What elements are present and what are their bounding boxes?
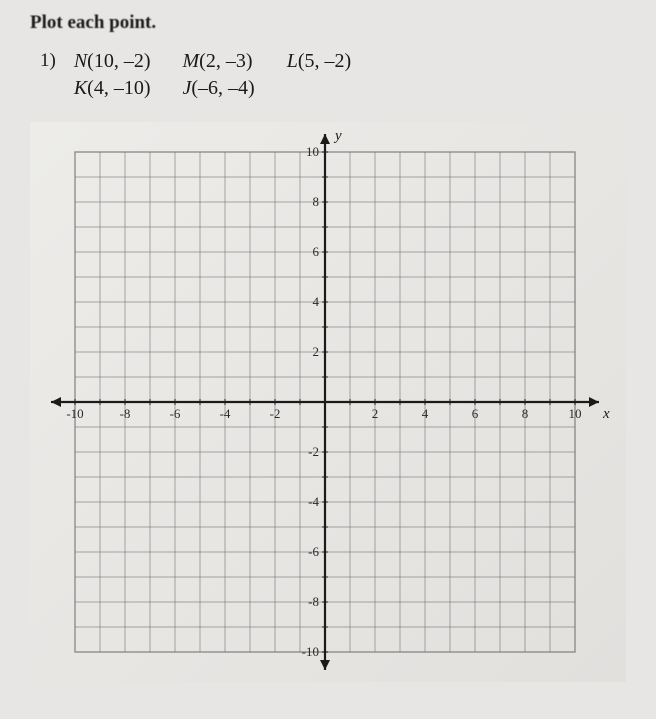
points-list: N(10, –2) M(2, –3) L(5, –2) K(4, –10) J(…	[74, 50, 351, 100]
svg-text:10: 10	[569, 406, 582, 421]
coordinate-plane: -10 -8 -6 -4 -2 2 4 6 8 10 10 8 6 4 2 -2 -4 -6 -8 -10 x y	[30, 122, 626, 682]
svg-text:y: y	[333, 128, 342, 144]
svg-text:-2: -2	[308, 444, 319, 459]
instruction-heading: Plot each point.	[30, 12, 626, 34]
svg-text:-4: -4	[220, 406, 231, 421]
svg-text:-8: -8	[308, 594, 319, 609]
svg-text:4: 4	[313, 294, 320, 309]
svg-text:2: 2	[313, 344, 320, 359]
svg-text:-10: -10	[302, 644, 319, 659]
svg-text:6: 6	[313, 244, 320, 259]
point-J: J(–6, –4)	[183, 77, 255, 100]
problem-number: 1)	[40, 50, 56, 72]
svg-text:x: x	[602, 406, 610, 422]
svg-text:-4: -4	[308, 494, 319, 509]
svg-text:4: 4	[422, 406, 429, 421]
svg-text:-10: -10	[66, 406, 83, 421]
svg-text:-6: -6	[170, 406, 181, 421]
svg-text:-2: -2	[270, 406, 281, 421]
svg-text:6: 6	[472, 406, 479, 421]
point-N: N(10, –2)	[74, 50, 151, 73]
coordinate-plane-container: -10 -8 -6 -4 -2 2 4 6 8 10 10 8 6 4 2 -2 -4 -6 -8 -10 x y	[30, 122, 626, 682]
problem-row: 1) N(10, –2) M(2, –3) L(5, –2) K(4, –10)…	[40, 50, 626, 100]
point-K: K(4, –10)	[74, 77, 151, 100]
svg-text:8: 8	[313, 194, 320, 209]
svg-text:2: 2	[372, 406, 379, 421]
svg-text:-8: -8	[120, 406, 131, 421]
point-L: L(5, –2)	[287, 50, 351, 73]
svg-text:8: 8	[522, 406, 529, 421]
svg-text:10: 10	[306, 144, 319, 159]
point-M: M(2, –3)	[183, 50, 255, 73]
svg-text:-6: -6	[308, 544, 319, 559]
